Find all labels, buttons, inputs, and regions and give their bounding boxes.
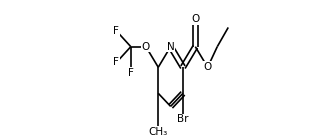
Text: O: O: [142, 42, 150, 52]
Text: F: F: [128, 68, 134, 78]
Text: Br: Br: [177, 114, 189, 124]
Text: CH₃: CH₃: [149, 127, 168, 137]
Text: F: F: [113, 57, 119, 67]
Text: O: O: [191, 14, 199, 24]
Text: N: N: [167, 42, 175, 52]
Text: F: F: [113, 26, 119, 36]
Text: O: O: [204, 62, 212, 72]
